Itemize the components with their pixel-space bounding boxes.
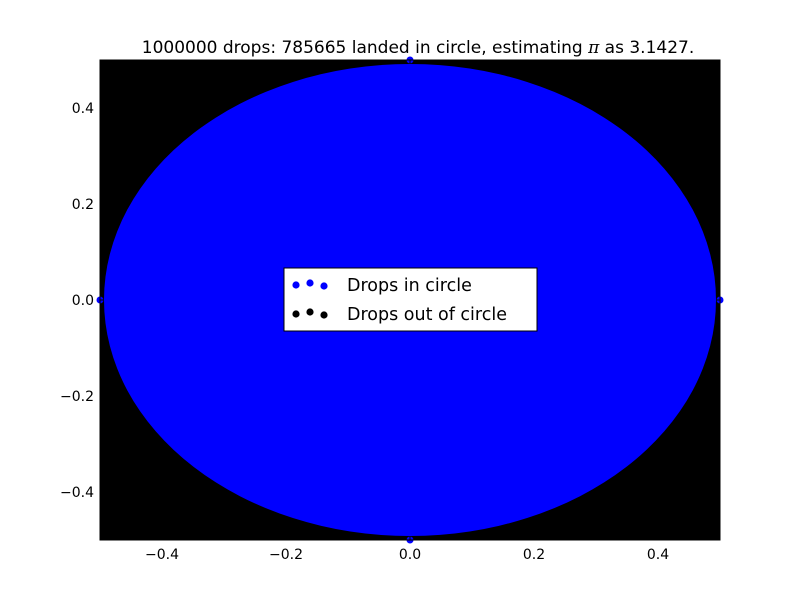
x-tick-label: −0.4 <box>145 547 179 563</box>
x-tick-label: 0.2 <box>523 547 545 563</box>
legend-marker-1-2 <box>320 311 328 319</box>
y-tick-label: −0.4 <box>60 485 94 501</box>
legend-label: Drops out of circle <box>347 305 507 325</box>
chart-title: 1000000 drops: 785665 landed in circle, … <box>142 38 695 58</box>
legend-marker-1-1 <box>306 308 314 316</box>
legend-label: Drops in circle <box>347 276 472 296</box>
legend: Drops in circle Drops out of circle <box>283 267 538 332</box>
legend-marker-1-0 <box>292 310 300 318</box>
legend-marker-0-2 <box>320 282 328 290</box>
legend-marker-0-1 <box>306 279 314 287</box>
x-axis-ticks: −0.4 −0.2 0.0 0.2 0.4 <box>145 60 669 563</box>
y-tick-label: 0.4 <box>72 101 94 117</box>
y-tick-label: 0.2 <box>72 197 94 213</box>
x-tick-label: 0.4 <box>647 547 669 563</box>
x-tick-label: −0.2 <box>269 547 303 563</box>
legend-marker-0-0 <box>292 281 300 289</box>
y-tick-label: 0.0 <box>72 293 94 309</box>
legend-box <box>283 267 538 332</box>
y-tick-label: −0.2 <box>60 389 94 405</box>
x-tick-label: 0.0 <box>399 547 421 563</box>
y-axis-ticks: −0.4 −0.2 0.0 0.2 0.4 <box>60 101 720 501</box>
